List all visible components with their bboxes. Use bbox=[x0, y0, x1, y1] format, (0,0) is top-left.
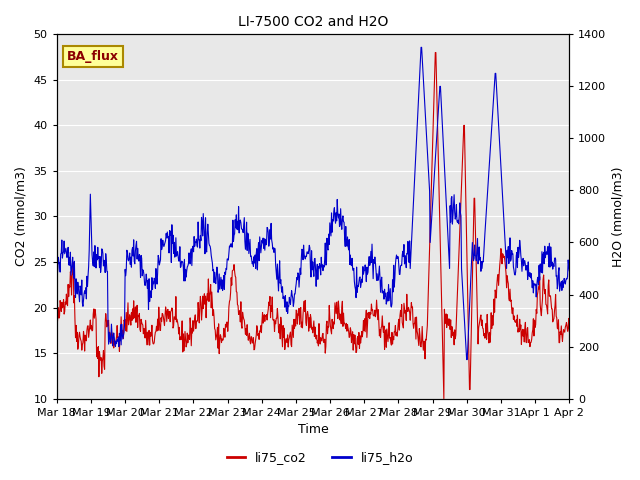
Line: li75_h2o: li75_h2o bbox=[57, 48, 570, 360]
li75_co2 bbox=[497, 256, 504, 262]
li75_co2 bbox=[431, 49, 439, 55]
li75_h2o bbox=[272, 263, 280, 268]
li75_co2 bbox=[440, 371, 447, 377]
li75_co2 bbox=[440, 396, 448, 401]
li75_h2o bbox=[566, 268, 573, 274]
Title: LI-7500 CO2 and H2O: LI-7500 CO2 and H2O bbox=[238, 15, 388, 29]
li75_co2 bbox=[418, 337, 426, 343]
li75_h2o bbox=[419, 55, 426, 60]
li75_h2o bbox=[417, 45, 425, 50]
Text: BA_flux: BA_flux bbox=[67, 50, 119, 63]
X-axis label: Time: Time bbox=[298, 423, 328, 436]
li75_h2o bbox=[440, 141, 447, 146]
li75_co2 bbox=[109, 333, 116, 339]
li75_co2 bbox=[272, 321, 280, 327]
li75_co2 bbox=[186, 315, 194, 321]
li75_h2o bbox=[463, 357, 470, 362]
li75_h2o bbox=[497, 153, 504, 158]
Legend: li75_co2, li75_h2o: li75_co2, li75_h2o bbox=[221, 446, 419, 469]
li75_h2o bbox=[186, 261, 194, 267]
li75_co2 bbox=[53, 319, 61, 325]
Y-axis label: CO2 (mmol/m3): CO2 (mmol/m3) bbox=[15, 167, 28, 266]
Y-axis label: H2O (mmol/m3): H2O (mmol/m3) bbox=[612, 166, 625, 267]
li75_h2o bbox=[53, 268, 61, 274]
Line: li75_co2: li75_co2 bbox=[57, 52, 570, 398]
li75_h2o bbox=[109, 343, 116, 349]
li75_co2 bbox=[566, 329, 573, 335]
